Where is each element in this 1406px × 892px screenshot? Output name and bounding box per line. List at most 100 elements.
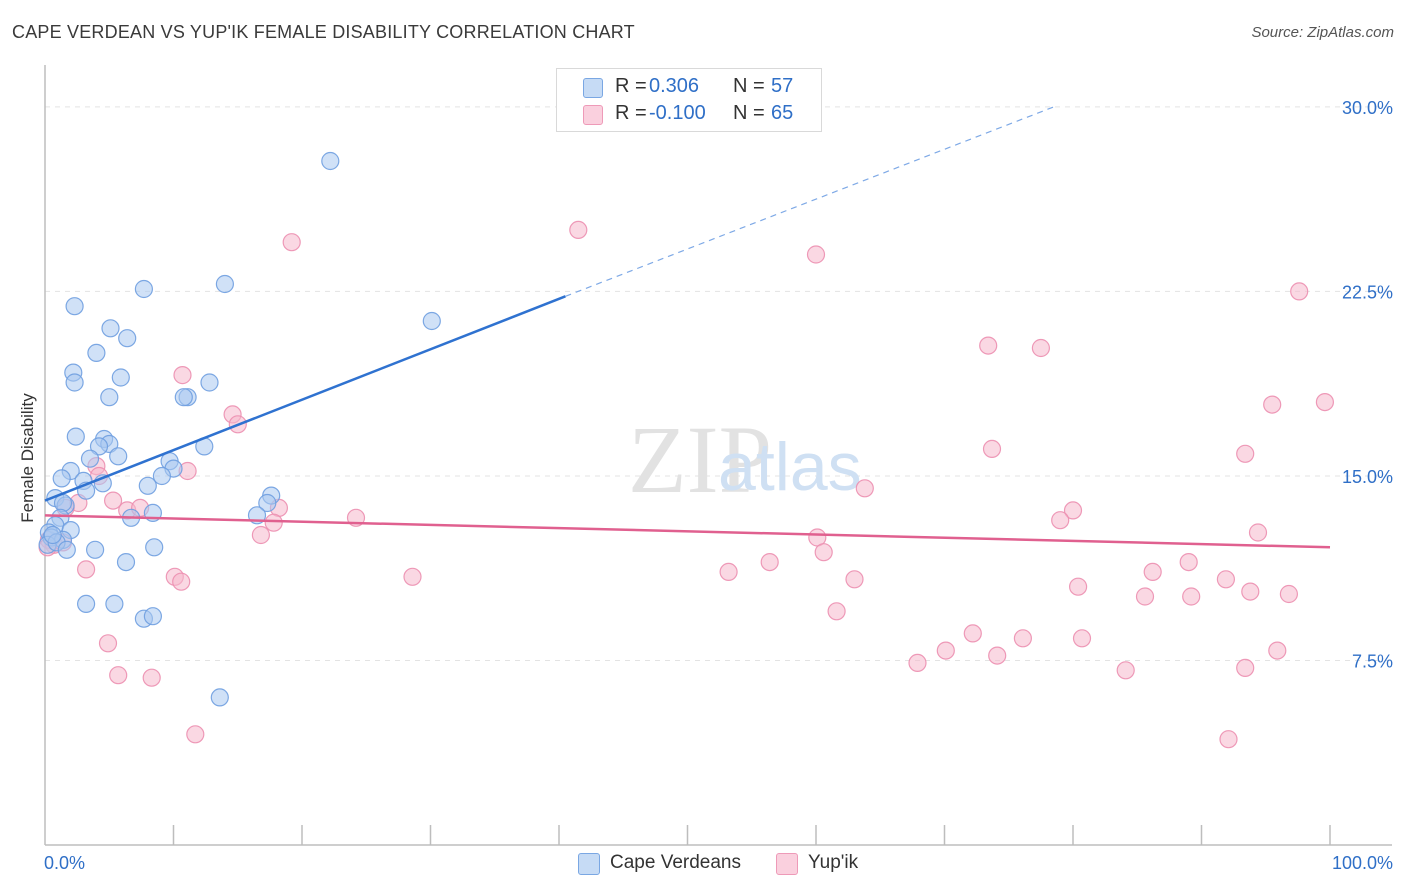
data-point-cape-verdeans [143, 607, 162, 626]
data-point-yupik [1068, 577, 1088, 596]
y-tick-label: 22.5% [1342, 282, 1393, 302]
data-point-yupik [1236, 658, 1255, 678]
legend-r-value: 0.306 [649, 75, 700, 97]
trend-line-yupik [44, 514, 1331, 549]
data-point-cape-verdeans [138, 476, 157, 495]
data-point-cape-verdeans [89, 437, 109, 456]
data-point-yupik [988, 646, 1007, 665]
data-point-yupik [251, 525, 270, 545]
data-point-yupik [1116, 661, 1135, 680]
data-point-yupik [1182, 587, 1201, 606]
data-point-yupik [1236, 444, 1255, 463]
data-point-yupik [908, 653, 927, 673]
data-point-yupik [1031, 338, 1051, 358]
data-point-cape-verdeans [116, 552, 136, 572]
chart-title: CAPE VERDEAN VS YUP'IK FEMALE DISABILITY… [12, 22, 635, 42]
data-point-yupik [982, 439, 1002, 458]
y-tick-label: 15.0% [1342, 467, 1393, 487]
legend-swatch-cape-verdeans [583, 78, 603, 98]
watermark: ZIP atlas [628, 406, 862, 513]
legend-n-label: N = [733, 102, 765, 124]
data-point-cape-verdeans [65, 297, 84, 316]
source-credit: Source: ZipAtlas.com [1251, 24, 1394, 41]
y-tick-label: 30.0% [1342, 98, 1393, 118]
data-point-yupik [1143, 562, 1162, 582]
data-point-yupik [1241, 582, 1260, 601]
watermark-zip: ZIP [628, 406, 772, 513]
data-point-cape-verdeans [43, 525, 62, 545]
data-point-yupik [98, 634, 118, 653]
data-point-yupik [1263, 395, 1282, 414]
data-point-yupik [1248, 523, 1268, 542]
data-point-yupik [1290, 282, 1309, 301]
legend-swatch-yupik [583, 105, 603, 125]
data-point-yupik [186, 725, 205, 744]
data-point-yupik [1268, 641, 1287, 660]
data-point-yupik [719, 562, 738, 582]
data-point-yupik [855, 479, 874, 498]
data-point-yupik [936, 641, 955, 660]
data-point-yupik [76, 560, 96, 579]
legend-swatch-yupik [776, 853, 798, 875]
data-point-yupik [1179, 552, 1198, 572]
data-point-yupik [1216, 570, 1236, 589]
legend-n-value: 65 [771, 102, 794, 124]
data-point-yupik [569, 220, 588, 239]
data-point-yupik [814, 543, 833, 562]
y-axis-label: Female Disability [18, 393, 37, 523]
data-point-cape-verdeans [80, 449, 100, 468]
data-point-cape-verdeans [100, 388, 119, 407]
data-point-cape-verdeans [152, 466, 171, 486]
data-point-cape-verdeans [57, 540, 76, 559]
data-point-yupik [1315, 393, 1335, 412]
data-point-cape-verdeans [109, 447, 128, 466]
data-point-cape-verdeans [76, 594, 96, 614]
series-cape-verdeans [38, 151, 441, 707]
x-tick-label: 100.0% [1332, 853, 1393, 873]
grid-lines [45, 106, 1392, 661]
tick-labels: 7.5% 15.0% 22.5% 30.0% 0.0% 100.0% [44, 98, 1393, 873]
data-point-yupik [1013, 629, 1033, 648]
axes [44, 65, 1392, 846]
data-point-yupik [1279, 584, 1299, 604]
trend-line-cape-verdeans [44, 295, 566, 502]
data-point-yupik [103, 491, 123, 510]
trend-line-extension-cape-verdeans [565, 106, 1054, 297]
legend-n-label: N = [733, 75, 765, 97]
data-point-cape-verdeans [118, 329, 137, 348]
x-tick-label: 0.0% [44, 853, 85, 873]
data-point-yupik [827, 602, 846, 621]
data-point-cape-verdeans [321, 151, 340, 171]
data-point-yupik [1072, 629, 1092, 648]
data-point-yupik [1051, 511, 1070, 530]
data-point-yupik [1135, 587, 1155, 606]
data-point-cape-verdeans [258, 493, 277, 513]
data-point-yupik [109, 666, 128, 685]
data-point-cape-verdeans [210, 688, 229, 707]
trend-lines [44, 106, 1331, 549]
data-point-yupik [403, 567, 422, 586]
data-point-cape-verdeans [66, 427, 85, 446]
data-point-cape-verdeans [134, 279, 153, 299]
legend-row-yupik: R = -0.100 N = 65 [557, 100, 821, 128]
data-point-yupik [264, 513, 283, 532]
data-point-yupik [1219, 730, 1238, 749]
data-point-cape-verdeans [85, 540, 105, 559]
series-legend: Cape Verdeans Yup'ik [0, 852, 1406, 876]
data-point-cape-verdeans [87, 343, 106, 362]
legend-label-yupik: Yup'ik [808, 852, 859, 873]
legend-r-value: -0.100 [649, 102, 706, 124]
data-point-yupik [173, 366, 192, 385]
legend-r-label: R = [615, 102, 647, 124]
data-point-yupik [963, 624, 982, 643]
legend-row-cape-verdeans: R = 0.306 N = 57 [557, 73, 821, 101]
data-point-cape-verdeans [422, 311, 441, 331]
data-point-cape-verdeans [215, 274, 234, 294]
watermark-atlas: atlas [718, 429, 862, 505]
data-point-yupik [845, 570, 864, 589]
legend-r-label: R = [615, 75, 647, 97]
data-point-cape-verdeans [174, 388, 193, 407]
data-point-cape-verdeans [145, 538, 164, 557]
legend-n-value: 57 [771, 75, 794, 97]
